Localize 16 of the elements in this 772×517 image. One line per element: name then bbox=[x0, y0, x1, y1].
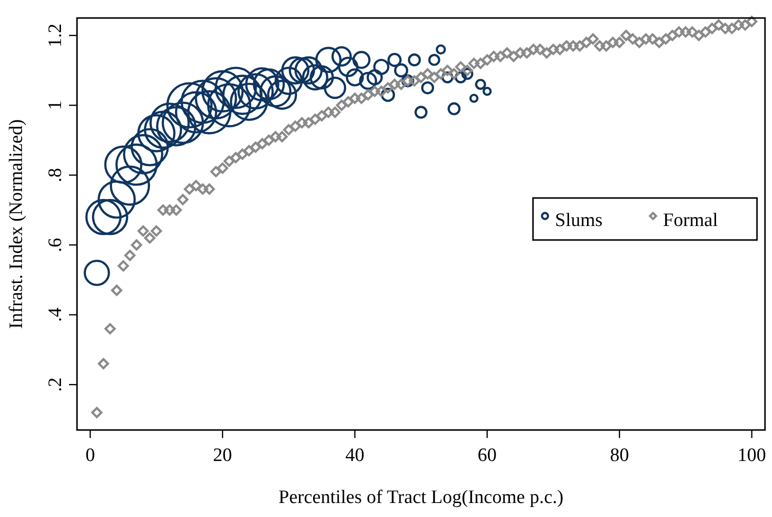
x-tick-label: 80 bbox=[610, 445, 629, 466]
x-axis-title: Percentiles of Tract Log(Income p.c.) bbox=[278, 487, 564, 508]
x-tick-label: 20 bbox=[213, 445, 232, 466]
legend-label: Slums bbox=[555, 210, 603, 231]
legend-label: Formal bbox=[663, 210, 718, 231]
x-tick-label: 40 bbox=[345, 445, 364, 466]
y-tick-label: .8 bbox=[45, 168, 66, 182]
x-tick-label: 100 bbox=[738, 445, 766, 466]
x-tick-label: 0 bbox=[85, 445, 95, 466]
y-tick-label: 1.2 bbox=[45, 24, 66, 48]
x-tick-label: 60 bbox=[478, 445, 497, 466]
y-tick-label: .2 bbox=[45, 377, 66, 392]
y-tick-label: .6 bbox=[45, 238, 66, 252]
y-tick-label: 1 bbox=[45, 100, 66, 110]
y-axis-title: Infrast. Index (Normalized) bbox=[6, 119, 27, 329]
y-tick-label: .4 bbox=[45, 307, 66, 322]
